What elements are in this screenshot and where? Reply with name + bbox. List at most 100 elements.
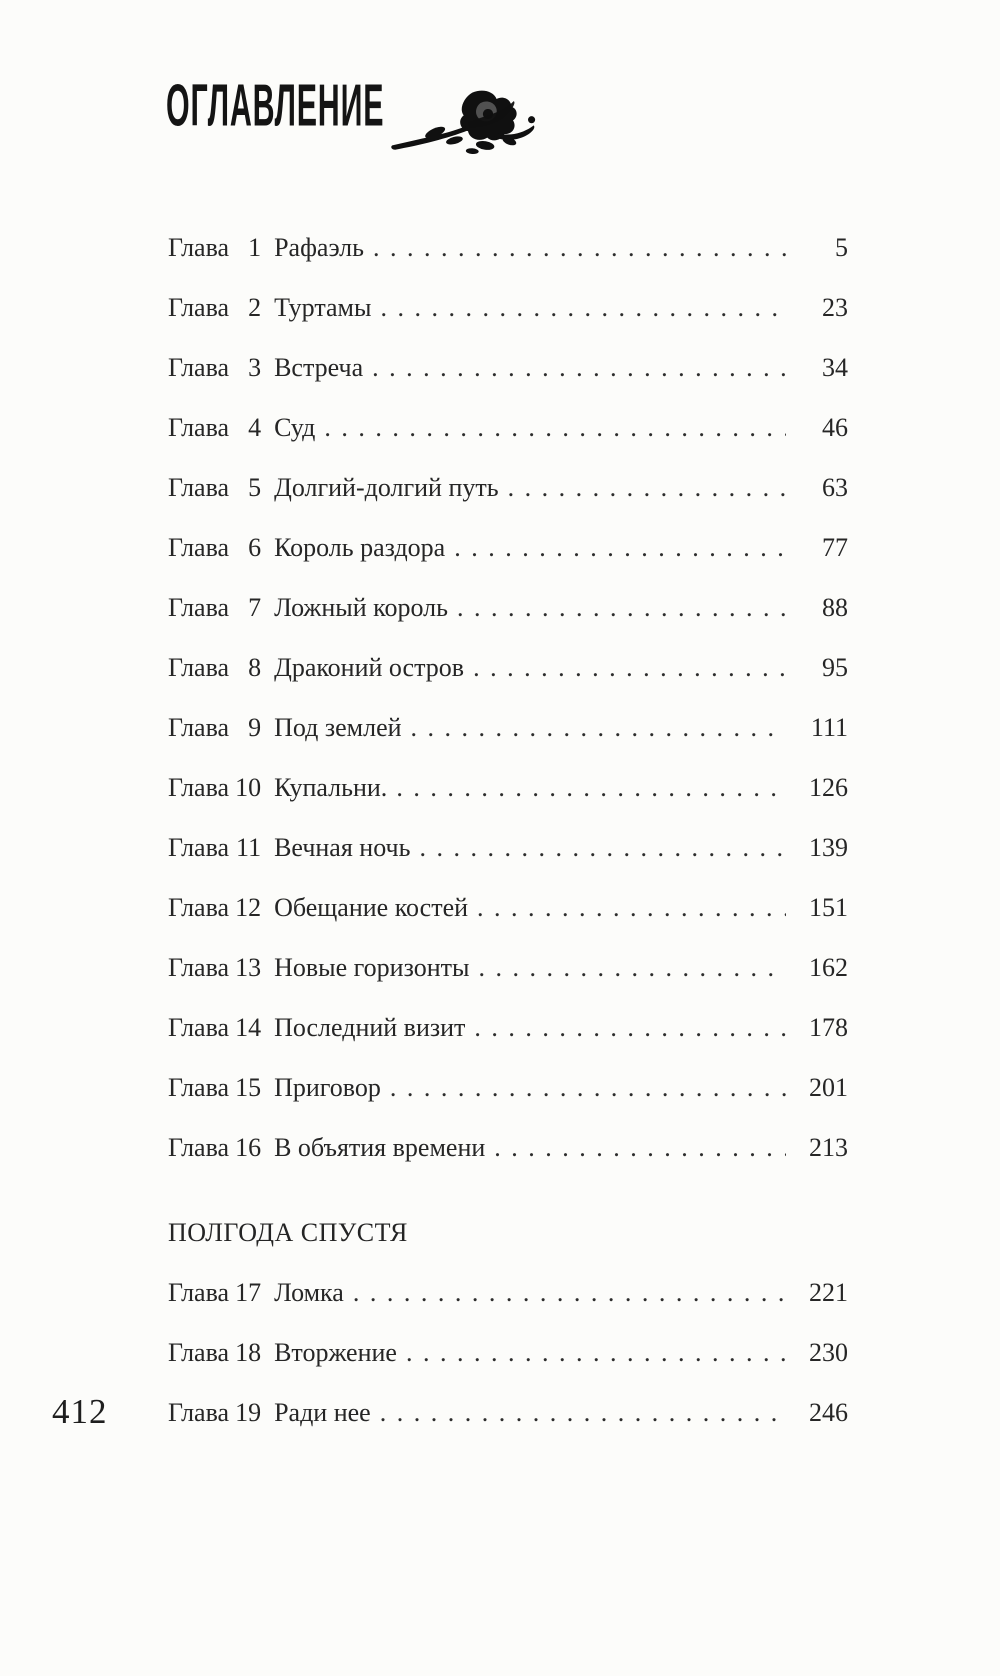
chapter-title: Встреча	[274, 353, 364, 382]
chapter-number: 8	[248, 653, 262, 682]
entry-page-number: 139	[809, 833, 848, 862]
toc-entry: Глава 15 Приговор 201	[168, 1058, 848, 1118]
chapter-title: Ложный король	[274, 593, 448, 622]
chapter-title: Король раздора	[274, 533, 446, 562]
chapter-word: Глава	[168, 233, 230, 262]
toc-list: Глава 1 Рафаэль 5 Глава 2 Туртамы 23 Гла…	[168, 218, 848, 1443]
chapter-number: 10	[235, 773, 262, 802]
entry-page-number: 23	[822, 293, 848, 322]
chapter-title: Суд	[274, 413, 316, 442]
chapter-number: 9	[248, 713, 262, 742]
dot-leader	[411, 698, 786, 758]
chapter-word: Глава	[168, 473, 230, 502]
chapter-word: Глава	[168, 713, 230, 742]
dot-leader	[324, 398, 786, 458]
chapter-title: Купальни.	[274, 773, 388, 802]
toc-entry: Глава 16 В объятия времени 213	[168, 1118, 848, 1178]
folio-page-number: 412	[52, 1392, 108, 1431]
entry-page-number: 178	[809, 1013, 848, 1042]
toc-entry: Глава 8 Драконий остров 95	[168, 638, 848, 698]
chapter-word: Глава	[168, 1073, 230, 1102]
entry-page-number: 126	[809, 773, 848, 802]
toc-entry: Глава 10 Купальни. 126	[168, 758, 848, 818]
toc-entry: Глава 2 Туртамы 23	[168, 278, 848, 338]
chapter-number: 7	[248, 593, 262, 622]
dot-leader	[396, 758, 786, 818]
dot-leader	[372, 338, 786, 398]
toc-entry: Глава 18 Вторжение 230	[168, 1323, 848, 1383]
toc-entry: Глава 3 Встреча 34	[168, 338, 848, 398]
chapter-title: Последний визит	[274, 1013, 466, 1042]
entry-page-number: 221	[809, 1278, 848, 1307]
chapter-word: Глава	[168, 1338, 230, 1367]
chapter-word: Глава	[168, 1278, 230, 1307]
chapter-number: 5	[248, 473, 262, 502]
entry-page-number: 5	[835, 233, 848, 262]
entry-page-number: 34	[822, 353, 848, 382]
chapter-word: Глава	[168, 773, 230, 802]
chapter-number: 15	[235, 1073, 262, 1102]
dot-leader	[353, 1263, 786, 1323]
chapter-title: Обещание костей	[274, 893, 469, 922]
entry-page-number: 230	[809, 1338, 848, 1367]
entry-page-number: 213	[809, 1133, 848, 1162]
chapter-word: Глава	[168, 893, 230, 922]
toc-entry: Глава 19 Ради нее 246	[168, 1383, 848, 1443]
chapter-word: Глава	[168, 353, 230, 382]
toc-entry: Глава 14 Последний визит 178	[168, 998, 848, 1058]
page-header: ОГЛАВЛЕНИЕ	[166, 74, 439, 139]
entry-page-number: 88	[822, 593, 848, 622]
chapter-word: Глава	[168, 293, 230, 322]
chapter-word: Глава	[168, 653, 230, 682]
chapter-title: Приговор	[274, 1073, 381, 1102]
chapter-word: Глава	[168, 1013, 230, 1042]
chapter-number: 4	[248, 413, 262, 442]
chapter-title: В объятия времени	[274, 1133, 486, 1162]
toc-entry: Глава 6 Король раздора 77	[168, 518, 848, 578]
chapter-title: Ради нее	[274, 1398, 371, 1427]
toc-entry: Глава 4 Суд 46	[168, 398, 848, 458]
toc-entry: Глава 1 Рафаэль 5	[168, 218, 848, 278]
chapter-number: 12	[235, 893, 262, 922]
dot-leader	[473, 638, 786, 698]
entry-page-number: 151	[809, 893, 848, 922]
entry-page-number: 63	[822, 473, 848, 502]
chapter-number: 11	[236, 833, 262, 862]
entry-page-number: 201	[809, 1073, 848, 1102]
chapter-number: 14	[235, 1013, 262, 1042]
chapter-number: 3	[248, 353, 262, 382]
chapter-word: Глава	[168, 413, 230, 442]
toc-entry: Глава 7 Ложный король 88	[168, 578, 848, 638]
chapter-title: Долгий-долгий путь	[274, 473, 499, 502]
dot-leader	[390, 1058, 786, 1118]
chapter-number: 19	[235, 1398, 262, 1427]
entry-page-number: 77	[822, 533, 848, 562]
dot-leader	[477, 878, 786, 938]
toc-entry: Глава 13 Новые горизонты 162	[168, 938, 848, 998]
chapter-number: 17	[235, 1278, 262, 1307]
dot-leader	[373, 218, 786, 278]
dot-leader	[380, 1383, 786, 1443]
toc-entry: Глава 12 Обещание костей 151	[168, 878, 848, 938]
chapter-title: Ломка	[274, 1278, 344, 1307]
dot-leader	[406, 1323, 786, 1383]
entry-page-number: 46	[822, 413, 848, 442]
entry-page-number: 162	[809, 953, 848, 982]
dot-leader	[474, 998, 786, 1058]
chapter-word: Глава	[168, 833, 230, 862]
chapter-number: 1	[248, 233, 262, 262]
chapter-word: Глава	[168, 1133, 230, 1162]
chapter-number: 18	[235, 1338, 262, 1367]
chapter-number: 13	[235, 953, 262, 982]
toc-entry: Глава 11 Вечная ночь 139	[168, 818, 848, 878]
chapter-number: 6	[248, 533, 262, 562]
dot-leader	[419, 818, 786, 878]
chapter-word: Глава	[168, 593, 230, 622]
toc-section-heading: ПОЛГОДА СПУСТЯ	[168, 1218, 408, 1247]
chapter-word: Глава	[168, 953, 230, 982]
chapter-number: 2	[248, 293, 262, 322]
chapter-title: Драконий остров	[274, 653, 465, 682]
chapter-word: Глава	[168, 533, 230, 562]
rose-ornament-icon	[391, 90, 536, 155]
dot-leader	[508, 458, 786, 518]
